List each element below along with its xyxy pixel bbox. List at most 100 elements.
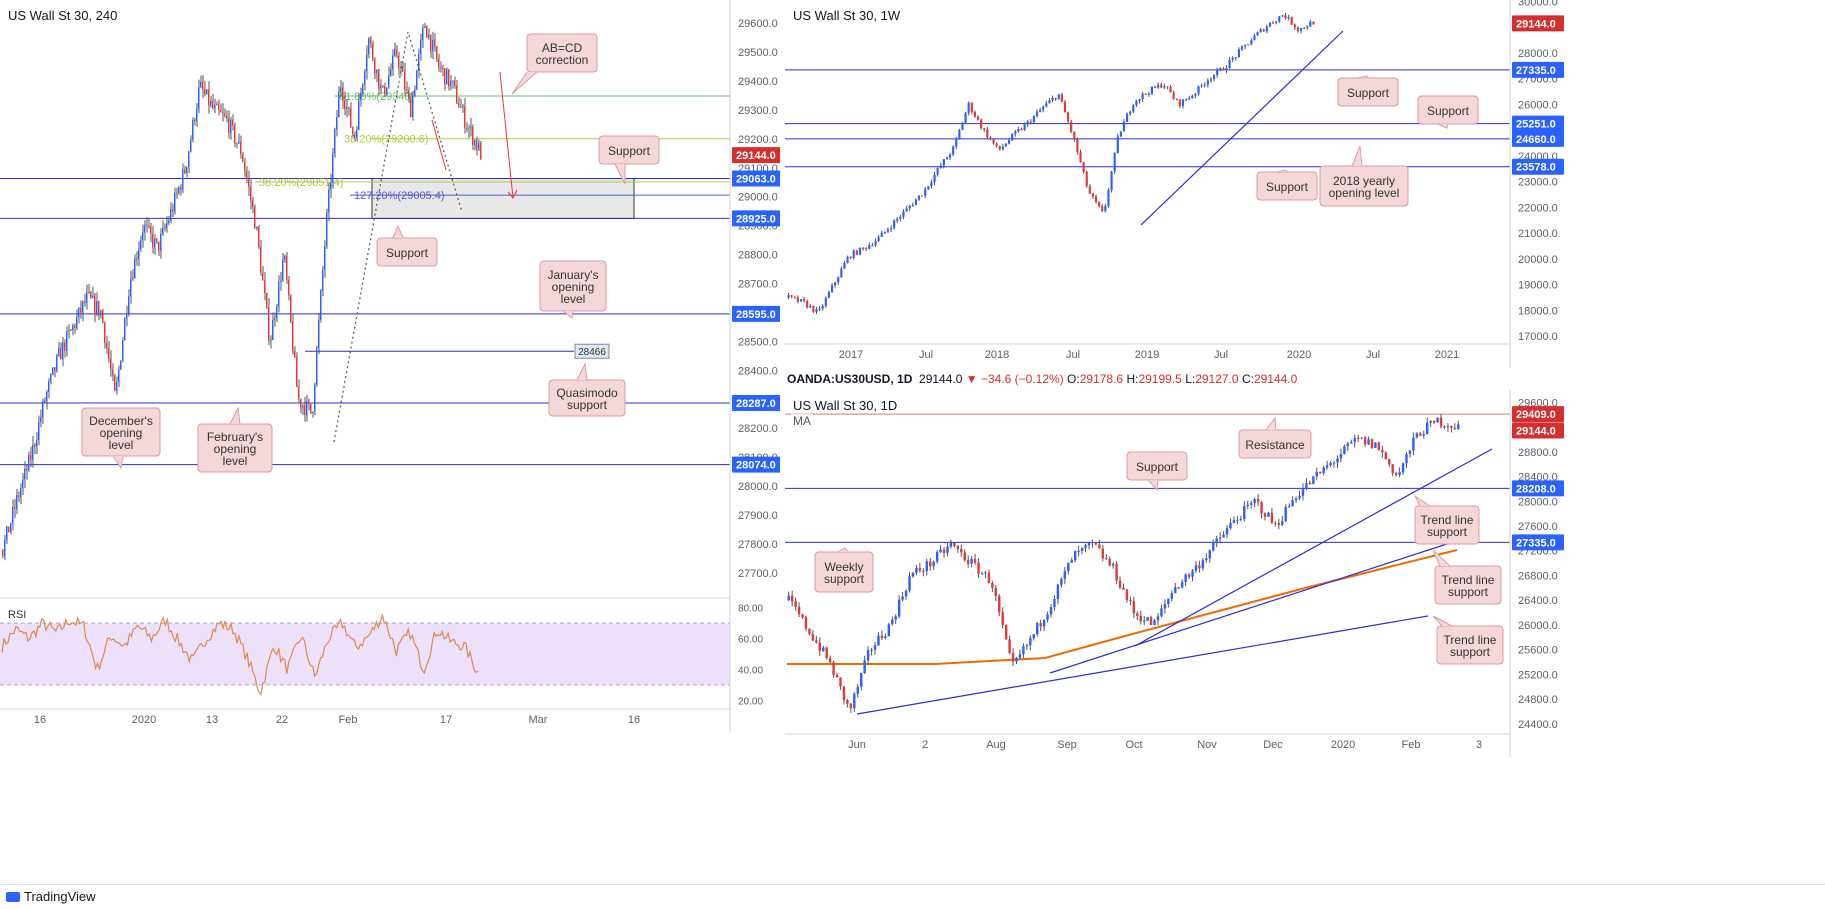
h4-candle [58,348,60,356]
h4-candle [428,34,430,38]
daily-price-tag-text: 28208.0 [1516,483,1556,495]
ohlc-symbol: OANDA:US30USD, 1D [787,372,913,386]
weekly-candle [1088,186,1091,194]
weekly-candle [1225,67,1228,71]
weekly-candle [1014,131,1017,134]
h4-january-callout-text: January's [548,268,599,282]
daily-candle [1243,506,1246,520]
daily-candle [1042,619,1046,627]
h4-candle [262,272,264,281]
daily-candle [1412,437,1415,451]
h4-candle [384,86,386,95]
h4-candle [218,104,220,110]
h4-candle [348,107,350,109]
h4-january-callout-text: level [561,292,586,306]
h4-candle [154,238,156,248]
h4-candle [430,34,432,52]
daily-candle [1263,513,1267,517]
daily-x-tick: Nov [1197,739,1217,751]
h4-candle [84,301,86,303]
h4-candle [460,107,462,109]
h4-candle [224,113,226,116]
daily-candle [1049,607,1053,615]
weekly-candle [1191,95,1194,99]
weekly-candle [883,231,886,233]
h4-candle [312,411,314,414]
weekly-candle [1135,100,1138,106]
h4-candle [88,291,90,293]
weekly-chart-panel[interactable]: 30000.029000.028000.027000.026000.025000… [785,0,1565,368]
weekly-x-tick: 2021 [1435,349,1459,361]
daily-candle [932,561,935,567]
h4-candle [2,549,4,556]
daily-candle [1032,634,1035,639]
weekly-candle [1126,113,1129,122]
weekly-candle [1051,97,1054,101]
daily-candle [815,640,818,643]
daily-candle [1256,499,1260,503]
h4-december-callout-text: level [109,438,134,452]
h4-price-tag [732,305,780,322]
h4-candle [436,46,438,59]
daily-candle [1139,615,1142,622]
daily-price-tag [1512,534,1564,551]
daily-candle [1125,589,1129,601]
weekly-candle [1085,171,1088,187]
daily-candle [1004,624,1008,640]
daily-candle [1329,462,1332,466]
daily-candle [1384,452,1388,460]
weekly-chart-title: US Wall St 30, 1W [791,8,903,23]
daily-candle [849,703,853,709]
weekly-candle [821,306,824,309]
daily-candle [1060,578,1063,585]
h4-candle [284,255,286,260]
weekly-candle [1287,17,1290,19]
weekly-chart-svg[interactable]: 30000.029000.028000.027000.026000.025000… [785,0,1565,368]
daily-candle [856,686,859,694]
daily-chart-panel[interactable]: 29600.029200.028800.028400.028000.027600… [785,390,1565,758]
h4-candle [378,69,380,89]
h4-support-left-callout-pointer [392,224,404,239]
daily-candle [1018,654,1022,658]
daily-tls-1-callout-pointer [1413,494,1431,507]
weekly-candle [849,256,852,258]
daily-chart-svg[interactable]: 29600.029200.028800.028400.028000.027600… [785,390,1565,758]
daily-candle [1212,542,1215,551]
daily-x-tick: Aug [986,739,1006,751]
h4-candle [222,112,224,114]
daily-candle [1191,570,1194,577]
h4-candle [220,109,222,113]
ohlc-high: 29199.5 [1138,372,1182,386]
daily-candle [873,645,877,650]
weekly-yearly-open-callout-text: opening level [1329,186,1400,200]
weekly-candle [976,116,980,120]
weekly-candle [1066,112,1070,122]
h4-candle [448,69,450,87]
h4-candle [370,38,372,45]
h4-support-zone [371,178,635,219]
weekly-price-tag-text: 27335.0 [1516,65,1556,77]
ohlc-open: 29178.6 [1079,372,1124,386]
weekly-candle [1007,140,1011,144]
h4-candle [392,55,394,70]
h4-chart-panel[interactable]: RSI 80.00 60.00 40.00 20.00 28466 61.80%(29348… [0,0,780,732]
h4-candle [396,49,398,56]
h4-chart-svg[interactable]: RSI 80.00 60.00 40.00 20.00 28466 61.80%(29348… [0,0,780,732]
daily-candle [1253,499,1256,504]
tradingview-logo[interactable]: TradingView [6,889,96,904]
h4-candle [294,351,296,357]
daily-candle [1287,506,1291,508]
daily-candle [1236,519,1239,521]
h4-candle [278,281,280,307]
h4-candle [74,325,76,329]
h4-candle [288,280,290,296]
daily-candle [1177,587,1180,589]
h4-fib-label: 38.20%(29051.4) [259,177,343,189]
h4-candle [244,161,246,172]
weekly-candle [1101,206,1104,212]
h4-candle [148,225,150,227]
daily-candle [1201,560,1205,569]
daily-candle [1436,417,1439,423]
daily-tls-2-callout-text: support [1448,585,1489,599]
